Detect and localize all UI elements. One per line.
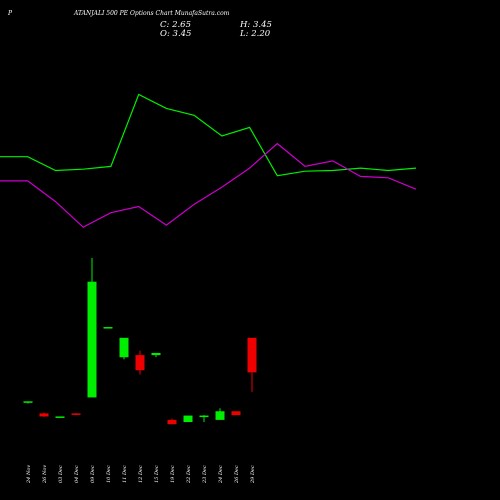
- candles: [23, 257, 257, 425]
- candle-body: [55, 416, 65, 418]
- close-value: C: 2.65: [160, 20, 191, 30]
- x-tick-label: 03 Dec: [58, 465, 64, 483]
- x-tick-label: 29 Dec: [250, 465, 256, 484]
- candle: [55, 416, 65, 418]
- candle: [215, 408, 225, 420]
- candle-body: [39, 413, 49, 417]
- x-tick-label: 23 Dec: [202, 465, 208, 484]
- candle-body: [119, 337, 129, 358]
- candle: [183, 415, 193, 423]
- candle: [231, 411, 241, 416]
- candle-body: [215, 411, 225, 420]
- candle: [23, 401, 33, 404]
- x-tick-label: 09 Dec: [90, 465, 96, 483]
- x-axis-ticks: 24 Nov 26 Nov 03 Dec 04 Dec 09 Dec 10 Dec 11 D…: [26, 465, 256, 484]
- candle: [167, 418, 177, 425]
- candle: [151, 352, 161, 358]
- candle: [39, 412, 49, 417]
- x-tick-label: 15 Dec: [154, 465, 160, 483]
- candle: [247, 337, 257, 392]
- candle-body: [151, 352, 161, 356]
- candle-body: [167, 419, 177, 425]
- candle-body: [231, 411, 241, 416]
- x-tick-label: 26 Nov: [42, 465, 48, 484]
- candle-body: [247, 337, 257, 373]
- overlay-lines: [0, 93, 417, 228]
- x-tick-label: 04 Dec: [74, 465, 80, 483]
- overlay-line-2: [0, 142, 417, 228]
- x-tick-label: 22 Dec: [186, 465, 192, 484]
- candle: [135, 350, 145, 375]
- candle-body: [23, 401, 33, 403]
- candle-body: [135, 355, 145, 371]
- candle-body: [87, 281, 97, 398]
- candle-body: [183, 415, 193, 423]
- candle: [119, 337, 129, 360]
- low-value: L: 2.20: [239, 29, 271, 39]
- candle: [71, 412, 81, 415]
- overlay-line-1: [0, 93, 417, 177]
- x-tick-label: 24 Dec: [218, 465, 224, 484]
- x-tick-label: 26 Dec: [234, 465, 240, 484]
- candle-body: [103, 327, 113, 329]
- x-tick-label: 24 Nov: [26, 465, 32, 484]
- chart-title-prefix: P: [7, 10, 13, 17]
- open-value: O: 3.45: [160, 29, 191, 39]
- chart-title: ATANJALI 500 PE Options Chart MunafaSutr…: [73, 10, 230, 17]
- candle-body: [71, 413, 81, 415]
- x-tick-label: 10 Dec: [106, 465, 112, 483]
- high-value: H: 3.45: [239, 20, 272, 30]
- x-tick-label: 12 Dec: [138, 465, 144, 483]
- x-tick-label: 11 Dec: [122, 465, 128, 483]
- candle: [87, 257, 97, 398]
- candle-body: [199, 415, 209, 418]
- x-tick-label: 19 Dec: [170, 465, 176, 483]
- candle: [199, 415, 209, 423]
- candle: [103, 327, 113, 329]
